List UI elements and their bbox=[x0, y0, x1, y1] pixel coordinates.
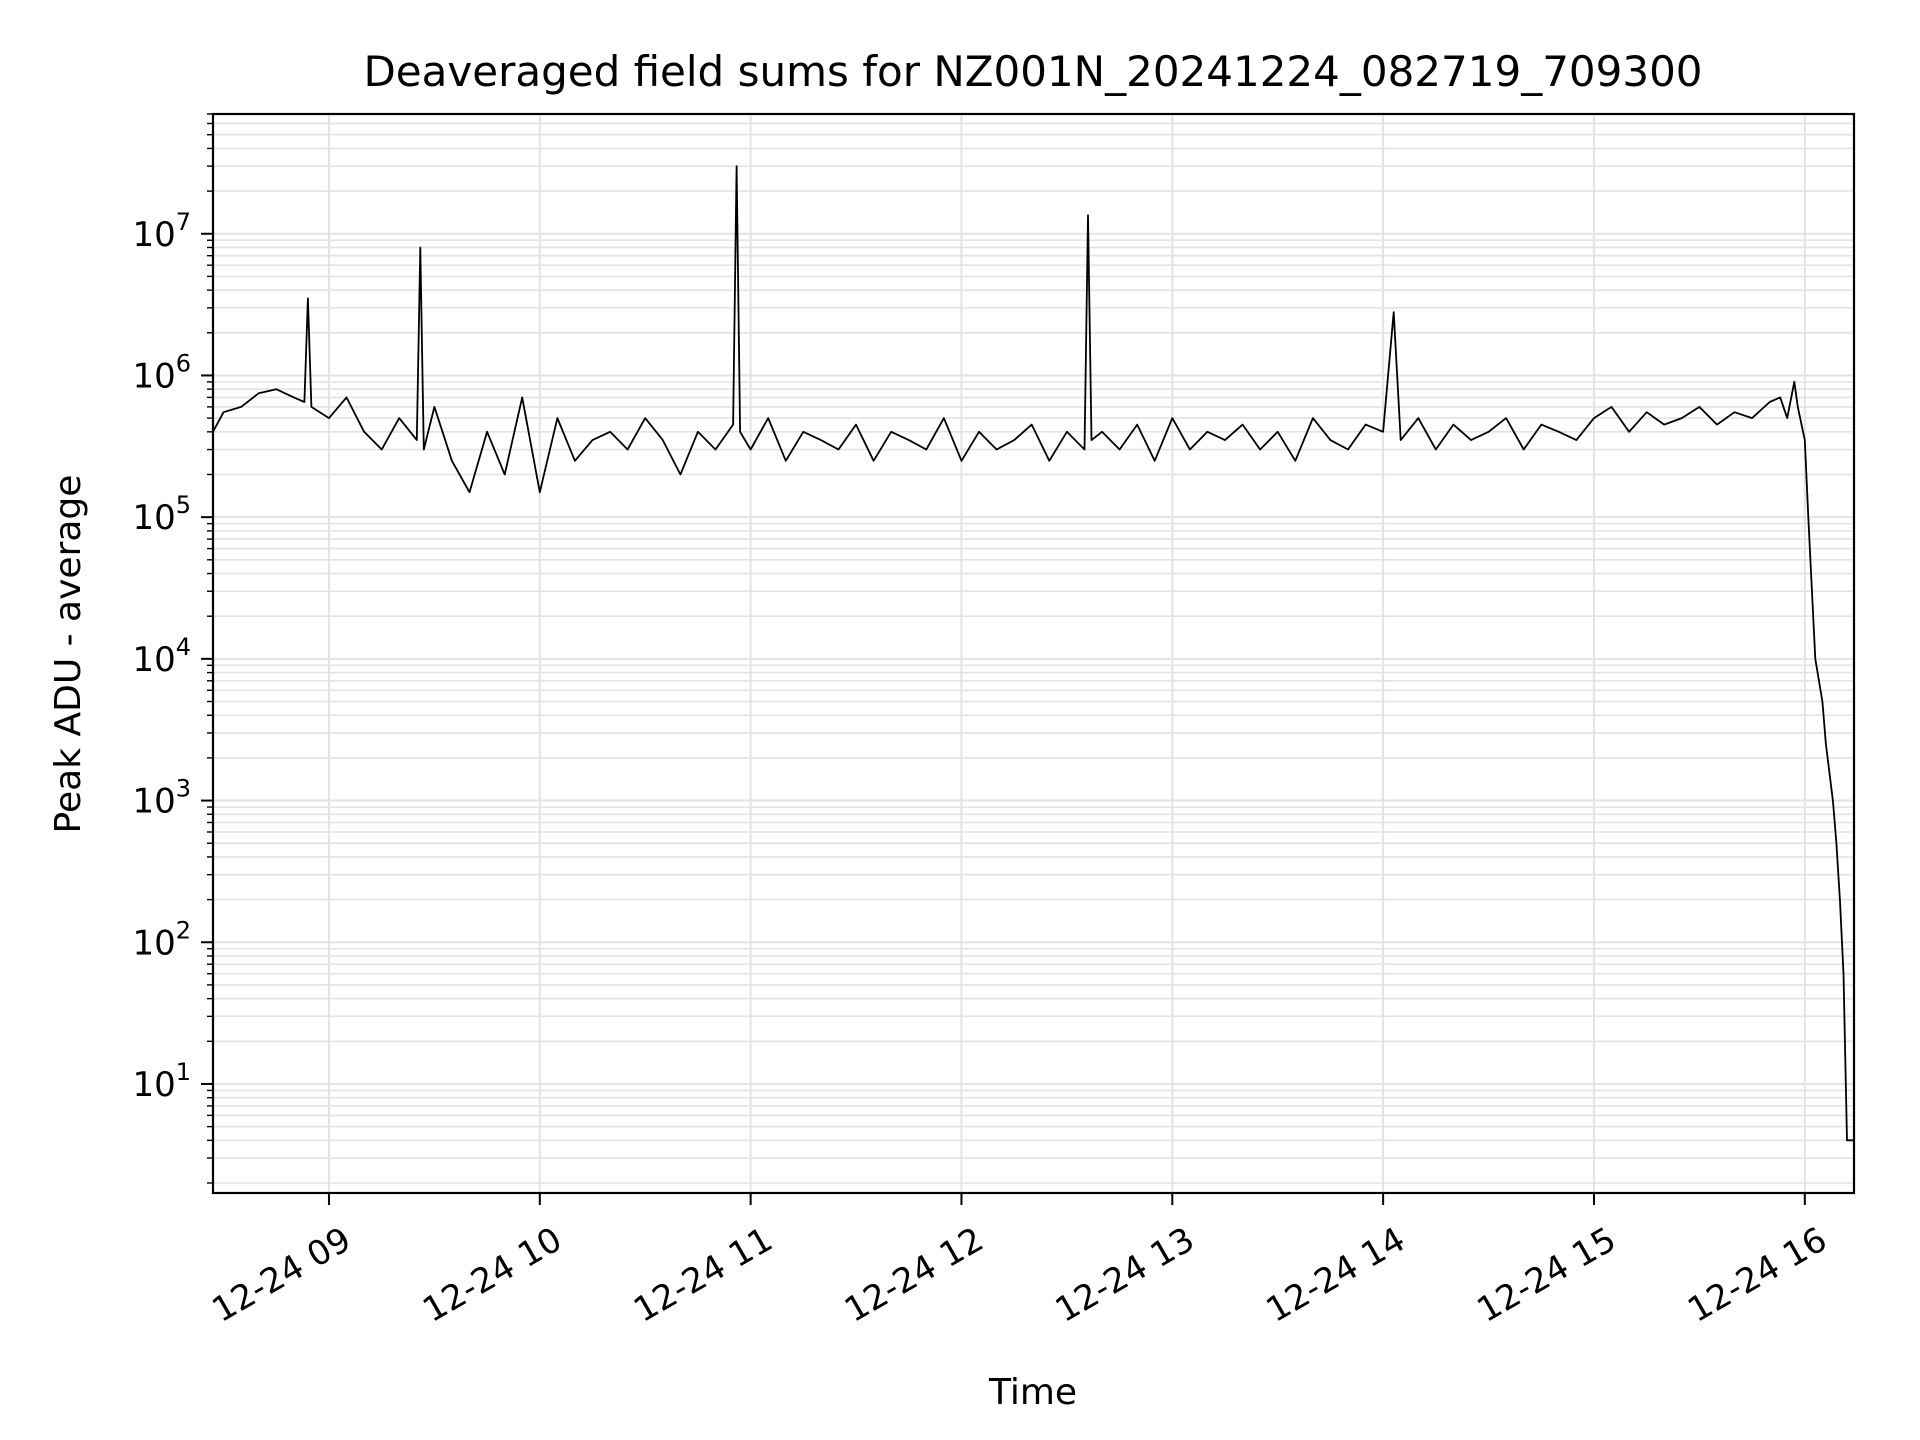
y-tick-label: 106 bbox=[132, 349, 191, 396]
y-tick-label-exponent: 5 bbox=[176, 491, 191, 519]
y-tick-label: 101 bbox=[132, 1058, 191, 1105]
y-tick-label: 102 bbox=[132, 916, 191, 963]
y-tick-label-base: 10 bbox=[132, 782, 175, 822]
grid-layer bbox=[213, 113, 1854, 1193]
y-tick-label: 107 bbox=[132, 208, 191, 255]
y-tick-label-base: 10 bbox=[132, 356, 175, 396]
y-tick-label-base: 10 bbox=[132, 498, 175, 538]
y-tick-label-exponent: 6 bbox=[176, 349, 191, 377]
y-tick-label-base: 10 bbox=[132, 640, 175, 680]
series-line bbox=[212, 165, 1854, 1142]
y-tick-label-base: 10 bbox=[132, 1065, 175, 1105]
plot-frame bbox=[211, 112, 1856, 1195]
y-tick-label-exponent: 2 bbox=[176, 916, 191, 944]
y-tick-label-exponent: 4 bbox=[176, 633, 191, 661]
x-axis-label: Time bbox=[988, 1372, 1077, 1413]
y-tick-label-exponent: 3 bbox=[176, 775, 191, 803]
y-tick-label-exponent: 1 bbox=[176, 1058, 191, 1086]
y-tick-label-exponent: 7 bbox=[176, 208, 191, 236]
y-axis-label: Peak ADU - average bbox=[48, 475, 89, 834]
y-tick-label: 104 bbox=[132, 633, 191, 680]
series-layer bbox=[212, 165, 1854, 1142]
chart-title: Deaveraged field sums for NZ001N_2024122… bbox=[363, 47, 1702, 96]
y-tick-label: 103 bbox=[132, 775, 191, 822]
y-tick-label-base: 10 bbox=[132, 215, 175, 255]
y-tick-label-base: 10 bbox=[132, 923, 175, 963]
y-tick-label: 105 bbox=[132, 491, 191, 538]
